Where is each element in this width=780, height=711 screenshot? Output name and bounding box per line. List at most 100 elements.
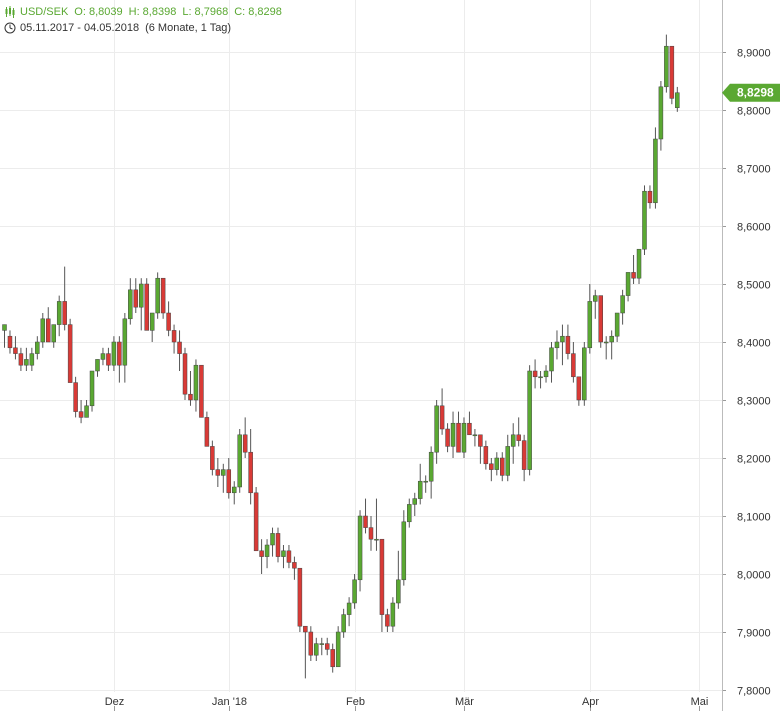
y-tick-label: 8,7000 — [737, 164, 771, 176]
candle — [445, 423, 450, 453]
candle-body — [100, 353, 106, 360]
candle-body — [587, 301, 593, 349]
candle — [199, 364, 204, 418]
candle — [166, 301, 171, 337]
candle — [620, 289, 625, 325]
candle — [221, 463, 226, 493]
symbol-label: USD/SEK — [20, 6, 69, 18]
candle — [363, 498, 368, 534]
candle — [117, 336, 122, 383]
candle-body — [73, 382, 78, 412]
candle — [571, 342, 576, 383]
open-value: O: 8,8039 — [74, 6, 123, 18]
candle — [7, 330, 13, 354]
period-row: 05.11.2017 - 04.05.2018 (6 Monate, 1 Tag… — [4, 20, 282, 36]
period-label: (6 Monate, 1 Tag) — [145, 22, 232, 34]
candle — [324, 637, 330, 656]
candle-body — [166, 312, 171, 331]
candle-body — [281, 550, 286, 557]
candle — [483, 440, 489, 470]
candle-body — [335, 631, 341, 668]
candle — [467, 411, 472, 436]
candle-body — [653, 138, 658, 204]
y-tick-label: 8,2000 — [737, 454, 771, 466]
candle — [664, 34, 669, 93]
candle-body — [625, 272, 631, 296]
candle-body — [642, 190, 647, 250]
candle — [439, 388, 445, 435]
candle — [139, 278, 144, 331]
candle-body — [538, 376, 543, 379]
candle-body — [24, 359, 29, 366]
candle — [177, 330, 182, 371]
x-tick-label: Mär — [455, 696, 474, 708]
candle-body — [390, 602, 396, 627]
candle-body — [226, 469, 232, 494]
candle — [346, 597, 352, 627]
candle — [658, 81, 664, 151]
candle — [155, 272, 160, 319]
candle — [603, 336, 609, 360]
candle-body — [242, 434, 248, 453]
candle — [248, 429, 253, 505]
candle — [494, 452, 500, 476]
candle — [297, 567, 303, 632]
candle — [527, 365, 532, 476]
candle — [576, 376, 582, 406]
candle-body — [78, 411, 84, 418]
candle — [472, 429, 478, 447]
candle-body — [95, 359, 100, 372]
candle-body — [35, 341, 40, 354]
candle — [489, 458, 494, 482]
candle-body — [46, 318, 51, 343]
candle — [182, 347, 188, 400]
candle — [385, 608, 390, 632]
candle-body — [319, 643, 325, 645]
candle-body — [647, 190, 653, 204]
candle-body — [472, 434, 478, 437]
candle — [636, 248, 642, 284]
candle — [231, 481, 237, 505]
candle — [29, 347, 35, 371]
candle — [549, 342, 554, 383]
candle — [122, 313, 128, 383]
candle — [401, 510, 407, 586]
candle — [434, 400, 439, 464]
candle-body — [379, 538, 385, 615]
last-price-tag — [722, 83, 780, 102]
candle — [18, 347, 24, 371]
candle — [35, 336, 40, 360]
candle-body — [341, 614, 346, 633]
candle — [565, 324, 571, 360]
candle — [24, 347, 29, 371]
candle — [412, 492, 417, 516]
candle — [270, 527, 275, 557]
candle — [341, 608, 346, 638]
candle-body — [56, 301, 62, 325]
candle — [2, 324, 7, 348]
candle-body — [259, 550, 264, 557]
candle — [417, 463, 423, 505]
candle — [89, 370, 95, 412]
candle — [193, 359, 199, 412]
candle — [237, 429, 242, 493]
candle-body — [2, 324, 7, 331]
candle-body — [478, 434, 483, 447]
candle-body — [286, 550, 292, 563]
clock-icon — [4, 22, 16, 34]
candle — [204, 411, 210, 447]
candle — [538, 371, 543, 389]
candle-body — [401, 521, 407, 581]
candle — [133, 278, 139, 313]
candle-body — [275, 533, 281, 557]
candle-body — [270, 533, 275, 546]
candle — [582, 342, 587, 406]
candle — [226, 458, 232, 499]
candle-body — [631, 272, 636, 279]
candle — [560, 324, 565, 366]
candle-body — [543, 370, 549, 378]
candle — [516, 417, 521, 447]
candle-body — [193, 364, 199, 401]
candle — [500, 452, 505, 482]
